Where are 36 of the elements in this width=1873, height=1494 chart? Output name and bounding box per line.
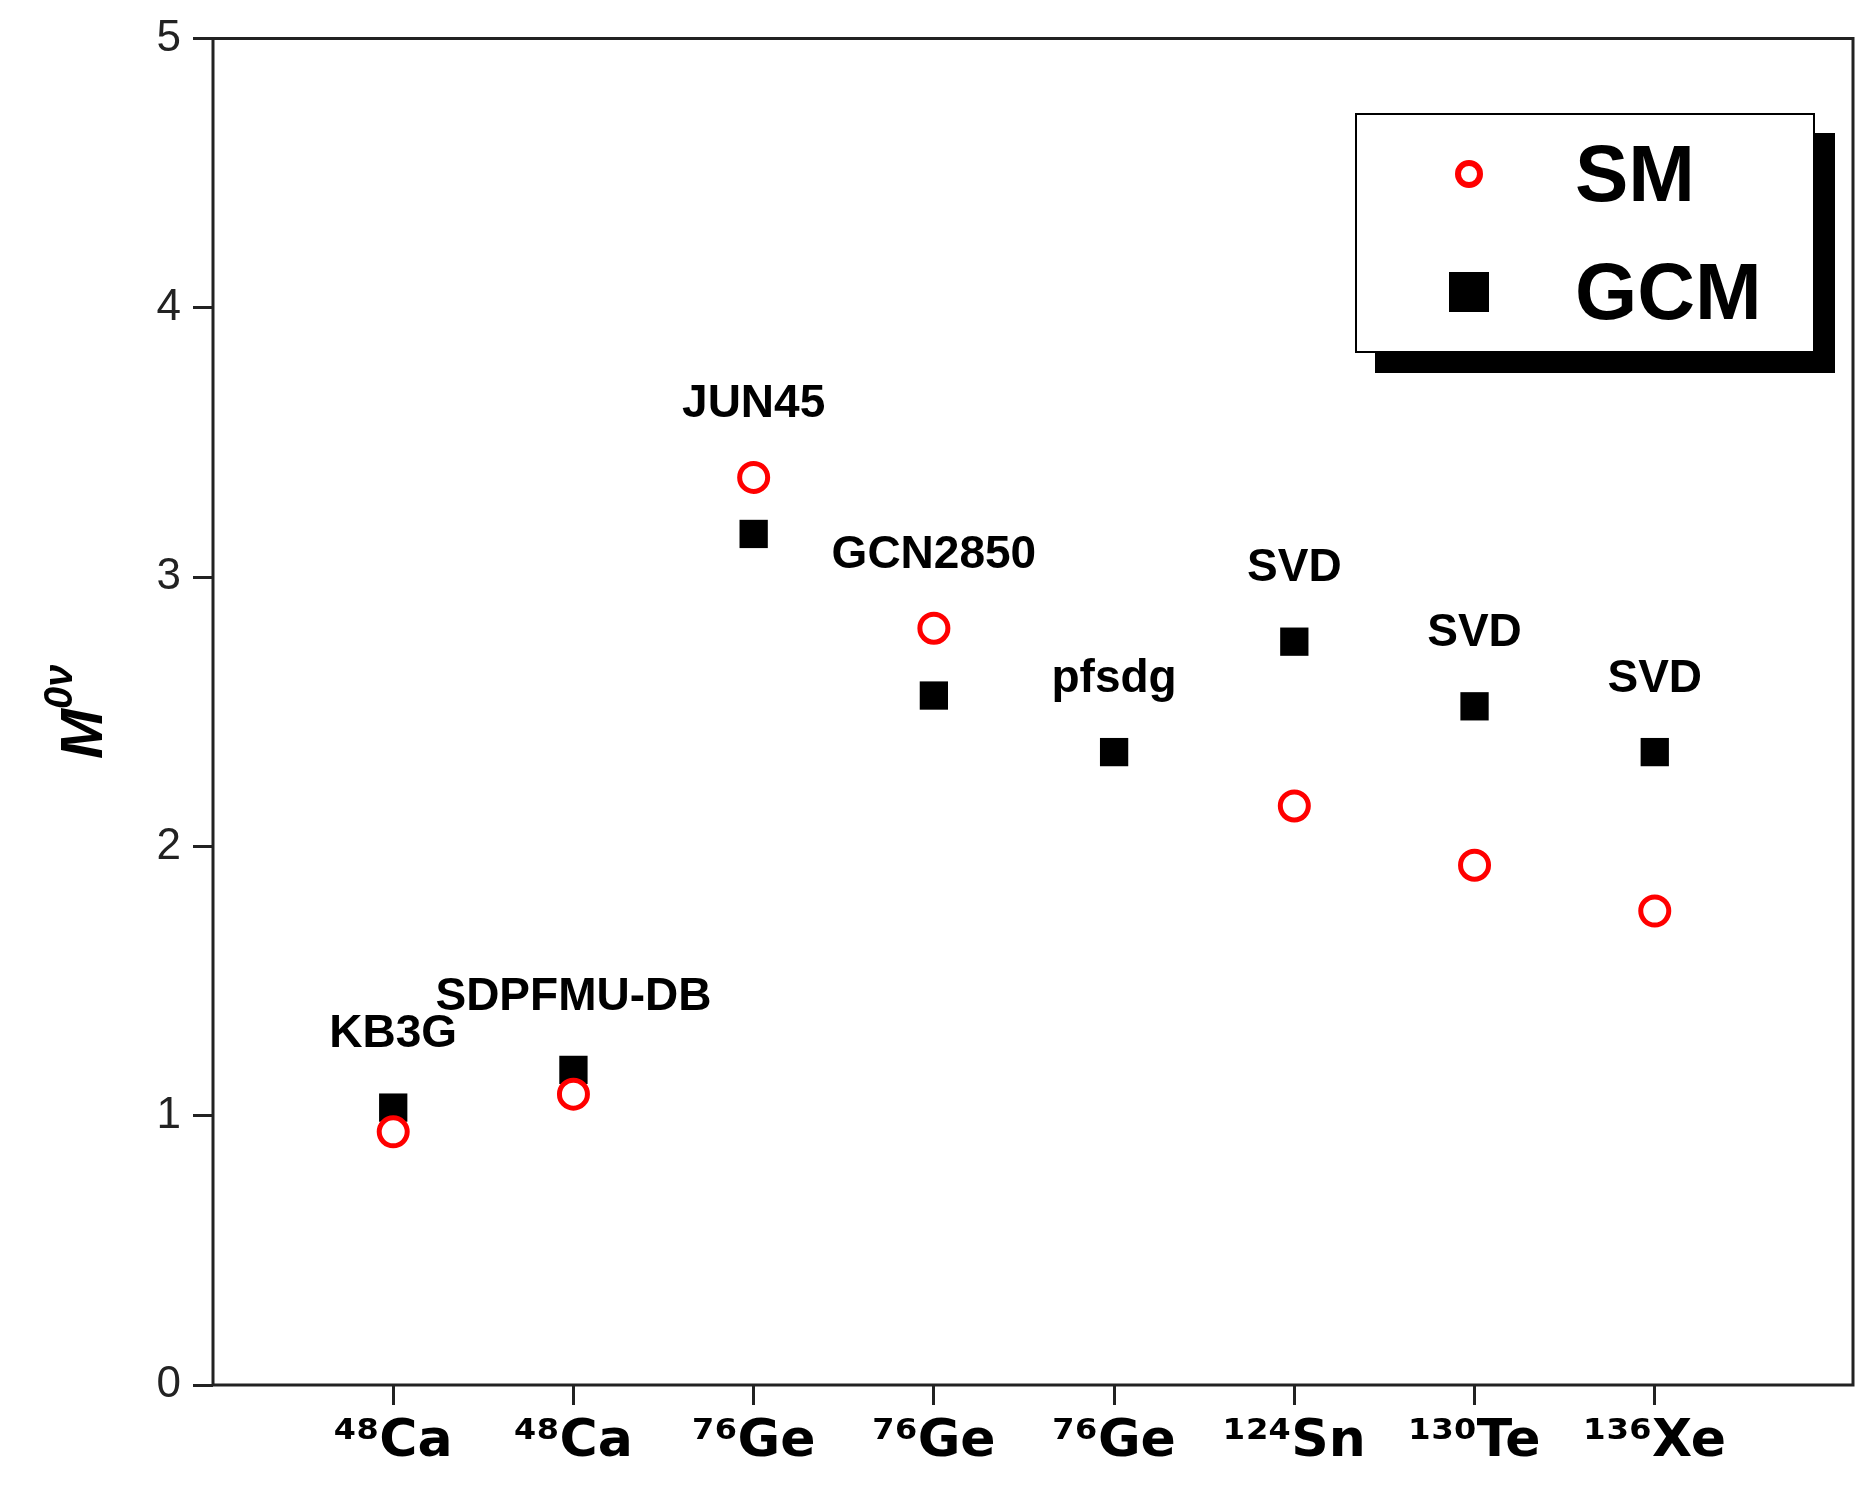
x-tick-label: ¹³⁰Te	[1408, 1407, 1541, 1468]
annotation: JUN45	[682, 375, 826, 428]
y-tick-label: 2	[156, 818, 181, 868]
annotation: SVD	[1247, 539, 1342, 592]
x-tick-label: ¹²⁴Sn	[1222, 1407, 1366, 1468]
point	[739, 519, 768, 549]
annotation: SVD	[1427, 604, 1522, 656]
y-tick-label: 1	[156, 1087, 181, 1137]
point	[556, 1077, 590, 1111]
y-tick-label: 5	[156, 10, 181, 60]
point	[917, 611, 951, 645]
y-axis-title: M0ν	[36, 664, 115, 759]
point	[1638, 894, 1672, 928]
x-tick-label: ⁴⁸Ca	[514, 1407, 633, 1468]
y-tick-label: 0	[156, 1357, 181, 1407]
point	[1460, 692, 1489, 721]
annotation: SVD	[1607, 649, 1703, 702]
x-tick-label: ⁷⁶Ge	[872, 1407, 996, 1468]
annotation: GCN2850	[831, 525, 1037, 578]
point	[1277, 789, 1311, 823]
point	[1099, 737, 1129, 767]
y-tick-label: 4	[156, 279, 181, 329]
point	[376, 1115, 410, 1149]
x-tick-label: ⁷⁶Ge	[691, 1407, 816, 1468]
point	[737, 460, 771, 494]
x-tick-label: ¹³⁶Xe	[1583, 1407, 1726, 1468]
y-tick-label: 3	[156, 549, 181, 599]
x-tick-label: ⁴⁸Ca	[333, 1407, 453, 1468]
point	[1458, 848, 1492, 882]
point	[1280, 627, 1309, 656]
legend-label: SM	[1575, 129, 1695, 218]
point	[919, 681, 949, 710]
x-tick-label: ⁷⁶Ge	[1052, 1407, 1176, 1468]
legend-label: GCM	[1575, 247, 1762, 336]
point	[1640, 737, 1669, 767]
annotation: pfsdg	[1051, 649, 1177, 702]
